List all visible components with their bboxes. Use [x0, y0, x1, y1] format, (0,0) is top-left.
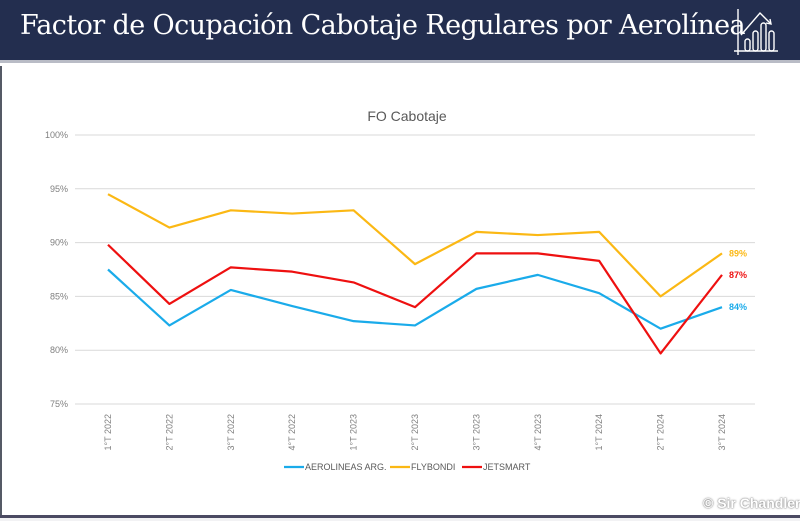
header-bar: Factor de Ocupación Cabotaje Regulares p…: [0, 0, 800, 63]
x-tick-label: 1°T 2022: [103, 414, 113, 450]
x-tick-label: 3°T 2023: [471, 414, 481, 450]
legend-label: JETSMART: [483, 462, 531, 472]
legend: AEROLINEAS ARG. FLYBONDI JETSMART: [284, 462, 531, 472]
legend-label: AEROLINEAS ARG.: [305, 462, 387, 472]
end-value-label: 89%: [729, 248, 747, 258]
legend-item: AEROLINEAS ARG.: [284, 462, 387, 472]
y-axis-ticks: 75% 80% 85% 90% 95% 100%: [45, 130, 68, 409]
x-tick-label: 4°T 2023: [533, 414, 543, 450]
y-tick-label: 75%: [50, 399, 68, 409]
y-tick-label: 85%: [50, 291, 68, 301]
bottom-strip: [0, 518, 800, 521]
series-line-flybondi: [107, 193, 723, 298]
x-tick-label: 2°T 2023: [410, 414, 420, 450]
end-labels: 84% 87% 89%: [729, 248, 747, 312]
series-line-jetsmart: [107, 243, 723, 355]
legend-item: FLYBONDI: [390, 462, 455, 472]
x-tick-label: 2°T 2022: [164, 414, 174, 450]
y-tick-label: 95%: [50, 184, 68, 194]
x-tick-label: 2°T 2024: [656, 414, 666, 450]
series-lines: [107, 193, 723, 355]
x-tick-label: 1°T 2024: [594, 414, 604, 450]
chart-trend-icon: [734, 9, 778, 55]
x-tick-label: 3°T 2022: [226, 414, 236, 450]
gridlines: [75, 134, 755, 405]
y-tick-label: 90%: [50, 238, 68, 248]
content-frame: [0, 66, 798, 516]
y-tick-label: 80%: [50, 345, 68, 355]
page-title: Factor de Ocupación Cabotaje Regulares p…: [20, 10, 746, 41]
legend-item: JETSMART: [462, 462, 531, 472]
x-axis-ticks: 1°T 2022 2°T 2022 3°T 2022 4°T 2022 1°T 2023…: [103, 414, 727, 450]
legend-label: FLYBONDI: [411, 462, 455, 472]
x-tick-label: 4°T 2022: [287, 414, 297, 450]
end-value-label: 84%: [729, 302, 747, 312]
chart-title: FO Cabotaje: [367, 108, 447, 124]
bottom-border: [0, 515, 800, 518]
series-line-aerolineas-arg: [107, 268, 723, 330]
end-value-label: 87%: [729, 270, 747, 280]
watermark: © Sir Chandler: [703, 495, 800, 511]
y-tick-label: 100%: [45, 130, 68, 140]
x-tick-label: 1°T 2023: [349, 414, 359, 450]
x-tick-label: 3°T 2024: [717, 414, 727, 450]
